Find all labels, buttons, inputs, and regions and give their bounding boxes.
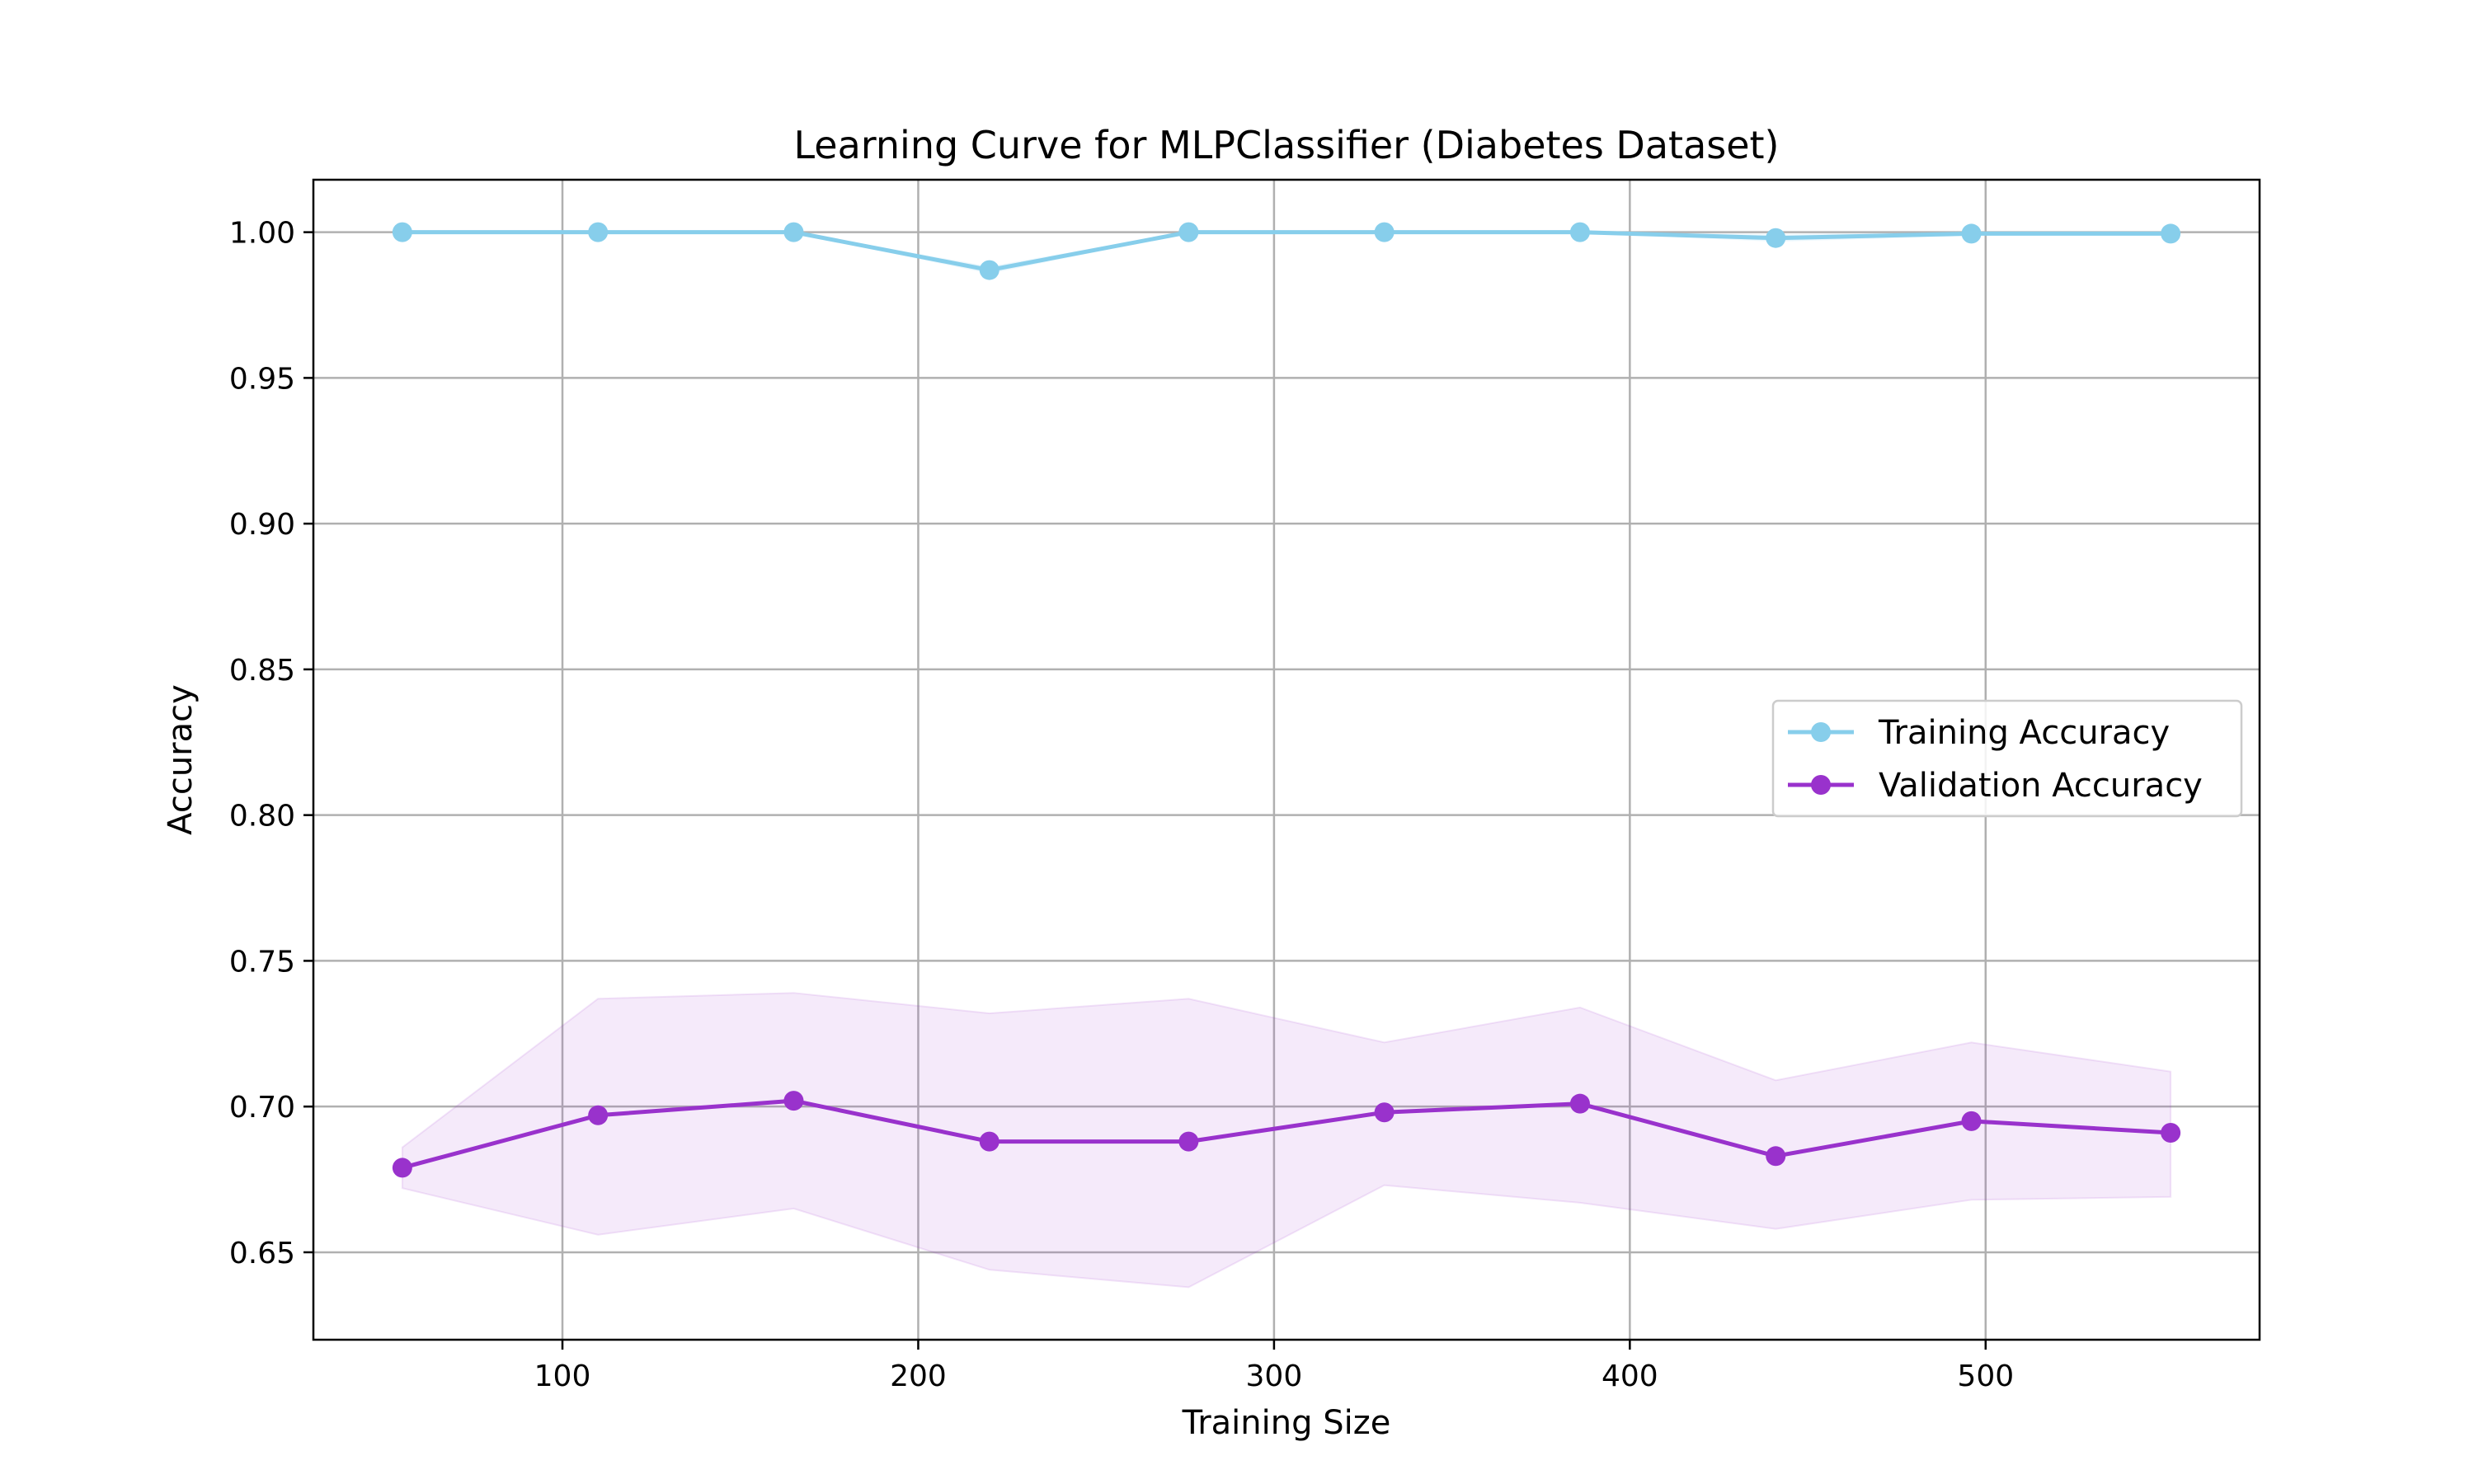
training-accuracy-point	[979, 260, 999, 280]
point-layer	[392, 222, 2181, 1178]
validation-accuracy-point	[1569, 1093, 1590, 1114]
training-accuracy-point	[1961, 223, 1982, 244]
training-accuracy-line	[402, 230, 2171, 273]
x-tick-label: 200	[890, 1360, 947, 1393]
training-accuracy-point	[783, 222, 804, 242]
validation-accuracy-band	[401, 992, 2172, 1289]
legend-swatch-marker-validation-accuracy	[1811, 775, 1831, 795]
training-accuracy-point	[1766, 228, 1786, 248]
chart-title: Learning Curve for MLPClassifier (Diabet…	[793, 123, 1779, 167]
y-tick-label: 0.85	[229, 654, 295, 688]
y-tick-label: 0.70	[229, 1091, 295, 1125]
legend: Training Accuracy Validation Accuracy	[1771, 699, 2243, 818]
y-tick-label: 0.90	[229, 508, 295, 542]
validation-accuracy-point	[1766, 1146, 1786, 1167]
x-tick-label: 500	[1957, 1360, 2014, 1393]
validation-accuracy-point	[1178, 1131, 1199, 1152]
x-tick-label: 100	[534, 1360, 591, 1393]
y-tick-label: 1.00	[229, 217, 295, 251]
validation-accuracy-point	[588, 1105, 609, 1125]
training-accuracy-point	[1374, 222, 1395, 242]
legend-label-training-accuracy: Training Accuracy	[1878, 714, 2170, 752]
x-axis-label: Training Size	[1182, 1404, 1391, 1442]
plot-frame	[312, 178, 2261, 1341]
validation-accuracy-point	[783, 1091, 804, 1111]
training-accuracy-point	[588, 222, 609, 242]
training-accuracy-point	[1569, 222, 1590, 242]
y-axis-label: Accuracy	[162, 684, 200, 835]
x-tick-label: 400	[1602, 1360, 1658, 1393]
training-accuracy-point	[392, 222, 412, 242]
validation-accuracy-point	[1961, 1111, 1982, 1131]
tick-layer: 100 200 300 400 500 0.65 0.70 0.75 0.80 0.85 0.90 0…	[229, 217, 2014, 1393]
y-tick-label: 0.95	[229, 362, 295, 396]
training-accuracy-point	[2161, 223, 2181, 244]
validation-accuracy-point	[979, 1131, 999, 1152]
validation-accuracy-point	[2161, 1123, 2181, 1144]
validation-accuracy-point	[392, 1158, 412, 1178]
legend-swatch-marker-training-accuracy	[1811, 722, 1831, 742]
grid-layer	[313, 180, 2260, 1340]
y-tick-label: 0.65	[229, 1237, 295, 1270]
y-tick-label: 0.80	[229, 800, 295, 834]
x-tick-label: 300	[1246, 1360, 1303, 1393]
legend-box	[1771, 699, 2243, 818]
legend-label-validation-accuracy: Validation Accuracy	[1879, 767, 2203, 805]
y-tick-label: 0.75	[229, 945, 295, 979]
validation-accuracy-line	[402, 1098, 2171, 1170]
line-layer	[402, 230, 2171, 1170]
validation-accuracy-point	[1374, 1102, 1395, 1123]
training-accuracy-point	[1178, 222, 1199, 242]
